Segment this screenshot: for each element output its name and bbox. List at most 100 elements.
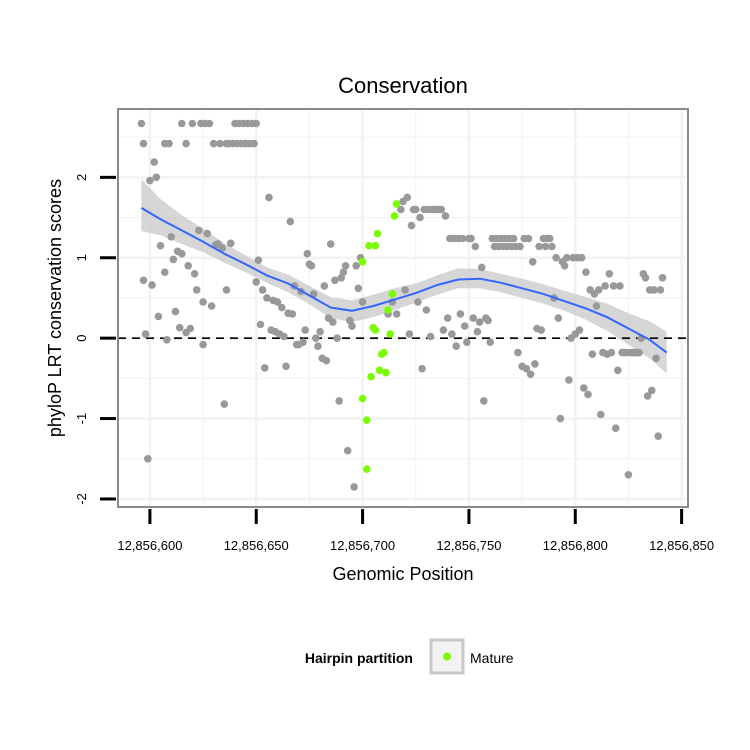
- other-point-234: [654, 432, 662, 441]
- other-point-89: [316, 327, 324, 336]
- other-point-215: [614, 366, 622, 375]
- other-point-137: [448, 330, 456, 338]
- other-point-205: [592, 302, 601, 310]
- other-point-61: [256, 320, 265, 329]
- mature-point-10: [375, 366, 384, 375]
- other-point-101: [341, 262, 350, 270]
- other-point-34: [203, 229, 212, 238]
- other-point-175: [528, 258, 537, 266]
- y-axis-title: phyloP LRT conservation scores: [45, 179, 65, 437]
- mature-point-13: [382, 368, 390, 377]
- other-point-81: [299, 338, 307, 347]
- other-point-151: [477, 263, 486, 272]
- other-point-142: [458, 234, 467, 243]
- other-point-105: [350, 483, 358, 491]
- other-point-6: [148, 281, 156, 289]
- mature-point-15: [386, 330, 395, 338]
- other-point-198: [577, 253, 586, 262]
- other-point-8: [152, 173, 161, 182]
- other-point-4: [144, 455, 152, 463]
- other-point-27: [190, 270, 199, 278]
- other-point-13: [163, 336, 171, 344]
- other-point-113: [397, 205, 405, 214]
- other-point-107: [354, 284, 363, 293]
- other-point-31: [199, 340, 207, 349]
- other-point-88: [314, 342, 322, 351]
- other-point-64: [263, 294, 271, 302]
- other-point-127: [426, 332, 435, 341]
- legend: Hairpin partition Mature: [305, 638, 514, 675]
- other-point-220: [624, 471, 633, 479]
- other-point-73: [282, 362, 290, 371]
- other-point-115: [401, 286, 409, 294]
- other-point-60: [254, 256, 263, 265]
- mature-point-12: [380, 348, 388, 357]
- other-point-117: [405, 330, 414, 338]
- other-point-216: [616, 282, 624, 290]
- other-point-82: [301, 326, 310, 334]
- other-point-135: [443, 314, 452, 322]
- other-point-9: [154, 312, 163, 321]
- chart-title: Conservation: [338, 73, 468, 98]
- other-point-181: [541, 242, 550, 251]
- other-point-166: [509, 234, 518, 243]
- other-point-141: [456, 310, 465, 318]
- mature-point-18: [392, 200, 401, 208]
- other-point-190: [560, 262, 569, 270]
- other-point-197: [575, 326, 584, 334]
- other-point-187: [554, 314, 563, 322]
- other-point-150: [475, 318, 484, 326]
- x-axis-ticks: 12,856,600 12,856,650 12,856,700 12,856,750…: [117, 509, 714, 553]
- y-axis-ticks: -2 -1 0 1 2: [74, 174, 116, 505]
- other-point-2: [139, 276, 148, 285]
- mature-point-3: [363, 465, 371, 474]
- other-point-91: [320, 282, 329, 290]
- other-point-152: [480, 397, 488, 405]
- x-tick-label-3: 12,856,750: [436, 538, 501, 553]
- other-point-179: [537, 326, 545, 334]
- other-point-206: [594, 286, 603, 294]
- other-point-59: [252, 278, 260, 286]
- other-point-207: [597, 410, 605, 419]
- other-point-118: [407, 221, 416, 230]
- other-point-112: [392, 310, 401, 318]
- smooth-fit-layer: [140, 207, 668, 354]
- other-point-174: [526, 370, 535, 379]
- other-point-144: [463, 338, 471, 347]
- other-point-147: [469, 314, 478, 322]
- other-point-0: [137, 119, 146, 128]
- mature-point-9: [373, 229, 382, 238]
- other-point-98: [335, 397, 344, 405]
- other-point-63: [261, 364, 269, 372]
- x-tick-label-0: 12,856,600: [117, 538, 182, 553]
- other-point-132: [437, 205, 446, 214]
- y-tick-label-4: 2: [74, 174, 89, 181]
- other-point-87: [312, 334, 320, 343]
- y-tick-label-1: -1: [74, 413, 89, 425]
- other-point-17: [171, 307, 180, 316]
- other-point-25: [186, 324, 195, 333]
- x-tick-label-5: 12,856,850: [649, 538, 714, 553]
- mature-point-7: [371, 241, 380, 250]
- other-point-186: [552, 253, 560, 262]
- mature-point-5: [367, 372, 375, 381]
- other-point-57: [250, 139, 258, 148]
- mature-point-4: [365, 241, 373, 250]
- other-point-15: [167, 233, 175, 241]
- other-point-65: [265, 193, 273, 202]
- other-point-106: [352, 262, 361, 270]
- other-point-46: [226, 239, 235, 248]
- other-point-200: [582, 268, 590, 277]
- y-tick-label-2: 0: [74, 335, 89, 342]
- other-point-192: [565, 376, 573, 384]
- mature-point-16: [388, 290, 397, 298]
- other-point-168: [514, 348, 522, 357]
- mature-point-0: [358, 258, 367, 266]
- other-point-228: [641, 274, 650, 282]
- other-point-184: [548, 242, 556, 251]
- other-point-120: [412, 205, 420, 214]
- other-point-134: [441, 212, 450, 220]
- other-point-69: [273, 298, 282, 306]
- other-point-3: [141, 330, 150, 338]
